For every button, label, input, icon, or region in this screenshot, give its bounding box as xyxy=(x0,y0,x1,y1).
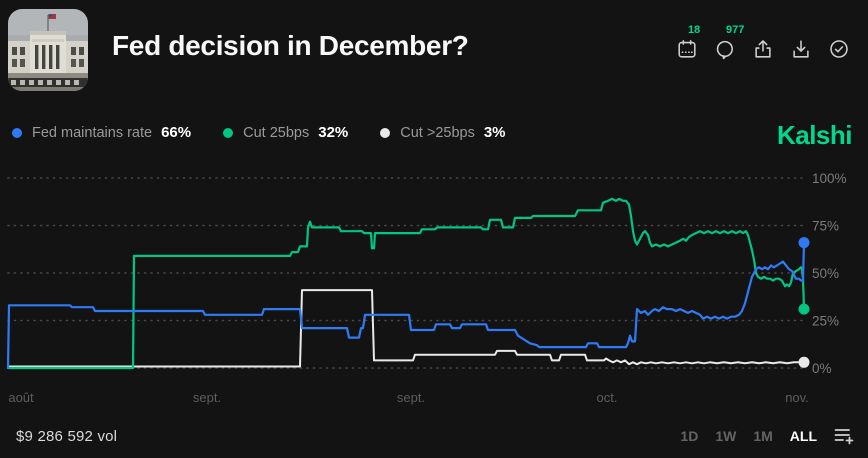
svg-text:nov.: nov. xyxy=(785,390,809,405)
svg-text:25%: 25% xyxy=(812,314,839,329)
chart-legend: Fed maintains rate 66% Cut 25bps 32% Cut… xyxy=(12,124,538,141)
comments-badge: 977 xyxy=(726,24,745,36)
legend-value: 3% xyxy=(483,124,506,141)
compare-markets-button[interactable] xyxy=(834,427,854,445)
range-button-1m[interactable]: 1M xyxy=(753,428,773,444)
svg-text:sept.: sept. xyxy=(193,390,221,405)
market-thumbnail xyxy=(8,9,88,91)
range-button-1d[interactable]: 1D xyxy=(680,428,699,444)
svg-text:0%: 0% xyxy=(812,361,832,376)
legend-label: Cut 25bps xyxy=(243,124,310,141)
calendar-badge: 18 xyxy=(688,24,701,36)
verified-check-icon xyxy=(830,40,848,58)
legend-dot-white xyxy=(380,127,391,138)
legend-value: 32% xyxy=(318,124,349,141)
legend-label: Fed maintains rate xyxy=(32,124,153,141)
calendar-icon xyxy=(678,39,696,58)
download-icon xyxy=(793,40,809,58)
comments-icon xyxy=(716,40,733,60)
download-button[interactable] xyxy=(790,36,814,60)
legend-item-cut-gt25bps[interactable]: Cut >25bps 3% xyxy=(380,124,506,141)
svg-text:50%: 50% xyxy=(812,266,839,281)
calendar-button[interactable]: 18 xyxy=(676,24,700,60)
header-actions: 18 977 xyxy=(676,24,852,60)
range-button-all[interactable]: ALL xyxy=(789,428,817,444)
compare-markets-icon xyxy=(834,429,854,445)
verified-button[interactable] xyxy=(828,36,852,60)
legend-dot-blue xyxy=(12,127,22,138)
share-icon xyxy=(755,40,771,58)
volume-label: $9 286 592 vol xyxy=(16,428,118,445)
svg-text:août: août xyxy=(8,390,34,405)
share-button[interactable] xyxy=(752,36,776,60)
svg-text:75%: 75% xyxy=(812,219,839,234)
legend-value: 66% xyxy=(161,124,192,141)
legend-item-cut-25bps[interactable]: Cut 25bps 32% xyxy=(223,124,348,141)
legend-label: Cut >25bps xyxy=(400,124,475,141)
range-button-1w[interactable]: 1W xyxy=(715,428,737,444)
kalshi-logo[interactable]: Kalshi xyxy=(776,120,853,150)
legend-item-fed-maintains-rate[interactable]: Fed maintains rate 66% xyxy=(12,124,191,141)
svg-text:100%: 100% xyxy=(812,171,847,186)
time-range-selector: 1D 1W 1M ALL xyxy=(680,427,854,445)
federal-reserve-building-image xyxy=(8,9,88,91)
price-history-chart[interactable]: 100% 75% 50% 25% 0% août sept. sept. oct. nov. xyxy=(0,160,868,410)
comments-button[interactable]: 977 xyxy=(714,24,744,60)
page-title: Fed decision in December? xyxy=(112,30,469,61)
legend-dot-green xyxy=(223,127,234,138)
svg-text:sept.: sept. xyxy=(397,390,425,405)
svg-text:oct.: oct. xyxy=(597,390,618,405)
